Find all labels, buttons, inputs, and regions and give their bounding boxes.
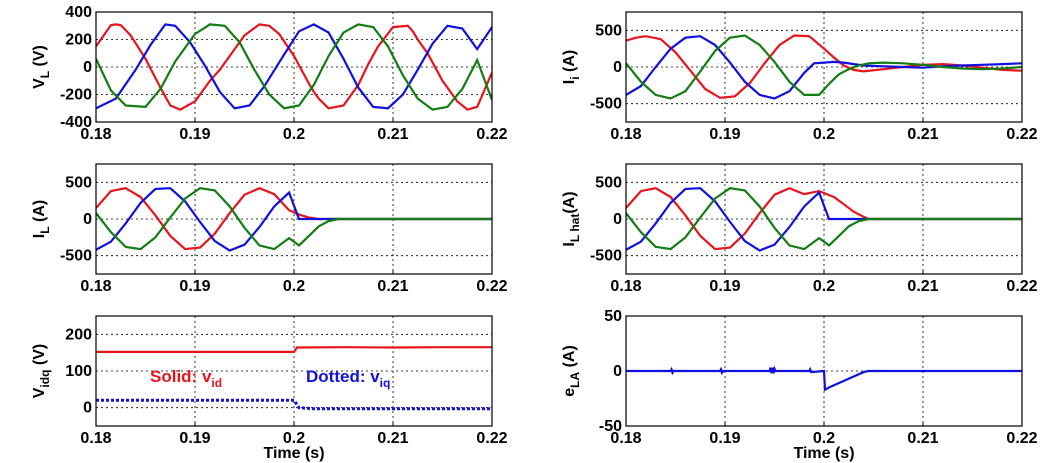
- x-tick-label: 0.19: [179, 430, 210, 447]
- x-tick-label: 0.18: [80, 126, 111, 143]
- y-tick-label: 500: [65, 174, 92, 191]
- x-tick-label: 0.19: [709, 278, 740, 295]
- y-tick-label: 400: [65, 4, 92, 21]
- series-line-ii-0: [626, 34, 1022, 99]
- x-tick-label: 0.2: [813, 278, 835, 295]
- x-tick-label: 0.18: [80, 430, 111, 447]
- y-axis-label: Ii (A): [561, 50, 582, 84]
- y-axis-label: VL (V): [31, 45, 52, 89]
- x-axis-label: Time (s): [263, 445, 324, 462]
- x-tick-label: 0.2: [813, 430, 835, 447]
- x-tick-label: 0.21: [907, 278, 938, 295]
- y-tick-label: -200: [60, 87, 92, 104]
- x-tick-label: 0.22: [476, 278, 507, 295]
- series-line-ela-0: [626, 365, 1022, 392]
- x-tick-label: 0.22: [1006, 430, 1037, 447]
- y-tick-label: 200: [65, 326, 92, 343]
- x-tick-label: 0.2: [283, 126, 305, 143]
- x-tick-label: 0.21: [907, 126, 938, 143]
- x-axis-label: Time (s): [793, 445, 854, 462]
- x-tick-label: 0.21: [377, 430, 408, 447]
- chart-il: 0.18 0.19 0.2 0.21 0.22 -500 0 500 IL (A): [31, 163, 508, 295]
- series-line-il-2: [96, 187, 492, 251]
- y-axis-label: Vidq (V): [31, 344, 52, 398]
- x-tick-label: 0.18: [610, 278, 641, 295]
- y-tick-label: -500: [590, 248, 622, 265]
- chart-vl: 0.18 0.19 0.2 0.21 0.22 -400 -200 0 200 400 VL (V): [31, 4, 508, 143]
- x-tick-label: 0.18: [80, 278, 111, 295]
- x-tick-label: 0.21: [377, 126, 408, 143]
- y-tick-label: 0: [613, 59, 622, 76]
- y-tick-label: -50: [599, 418, 622, 435]
- y-tick-label: 0: [83, 400, 92, 417]
- annotation-label: Solid: vid: [150, 367, 222, 390]
- x-tick-label: 0.22: [476, 430, 507, 447]
- x-tick-label: 0.22: [1006, 126, 1037, 143]
- series-line-ii-2: [626, 34, 1022, 100]
- series-line-vidq-1: [96, 398, 492, 411]
- y-axis-label: eLA (A): [561, 345, 582, 397]
- y-tick-label: 200: [65, 32, 92, 49]
- y-tick-label: 0: [83, 59, 92, 76]
- y-tick-label: 0: [613, 363, 622, 380]
- x-tick-label: 0.2: [283, 278, 305, 295]
- y-tick-label: -500: [590, 96, 622, 113]
- x-tick-label: 0.19: [709, 430, 740, 447]
- x-tick-label: 0.2: [283, 430, 305, 447]
- x-tick-label: 0.19: [179, 278, 210, 295]
- y-axis-label: IL hat(A): [561, 191, 582, 246]
- chart-ilhat: 0.18 0.19 0.2 0.21 0.22 -500 0 500 IL hat(A): [561, 163, 1038, 295]
- y-tick-label: -500: [60, 248, 92, 265]
- x-tick-label: 0.19: [179, 126, 210, 143]
- x-tick-label: 0.18: [610, 126, 641, 143]
- x-tick-label: 0.21: [907, 430, 938, 447]
- y-tick-label: 0: [83, 211, 92, 228]
- y-tick-label: 500: [595, 174, 622, 191]
- chart-ii: 0.18 0.19 0.2 0.21 0.22 -500 0 500 Ii (A): [561, 11, 1038, 143]
- chart-vidq: 0.18 0.19 0.2 0.21 0.22 0 100 200 Vidq (V) Time (…: [31, 315, 508, 462]
- chart-ela: 0.18 0.19 0.2 0.21 0.22 -50 0 50 eLA (A) Time (s): [561, 308, 1038, 462]
- x-tick-label: 0.21: [377, 278, 408, 295]
- x-tick-label: 0.19: [709, 126, 740, 143]
- series-line-vidq-0: [96, 346, 492, 353]
- y-tick-label: 500: [595, 22, 622, 39]
- x-tick-label: 0.18: [610, 430, 641, 447]
- x-tick-label: 0.22: [476, 126, 507, 143]
- y-tick-label: 100: [65, 363, 92, 380]
- series-line-ilhat-2: [626, 187, 1022, 251]
- series-line-vl-2: [96, 23, 492, 111]
- x-tick-label: 0.2: [813, 126, 835, 143]
- y-tick-label: 50: [604, 308, 622, 325]
- annotation-label: Dotted: viq: [306, 367, 390, 390]
- y-tick-label: -400: [60, 114, 92, 131]
- y-axis-label: IL (A): [31, 200, 52, 238]
- series-line-vl-1: [96, 23, 492, 110]
- y-tick-label: 0: [613, 211, 622, 228]
- x-tick-label: 0.22: [1006, 278, 1037, 295]
